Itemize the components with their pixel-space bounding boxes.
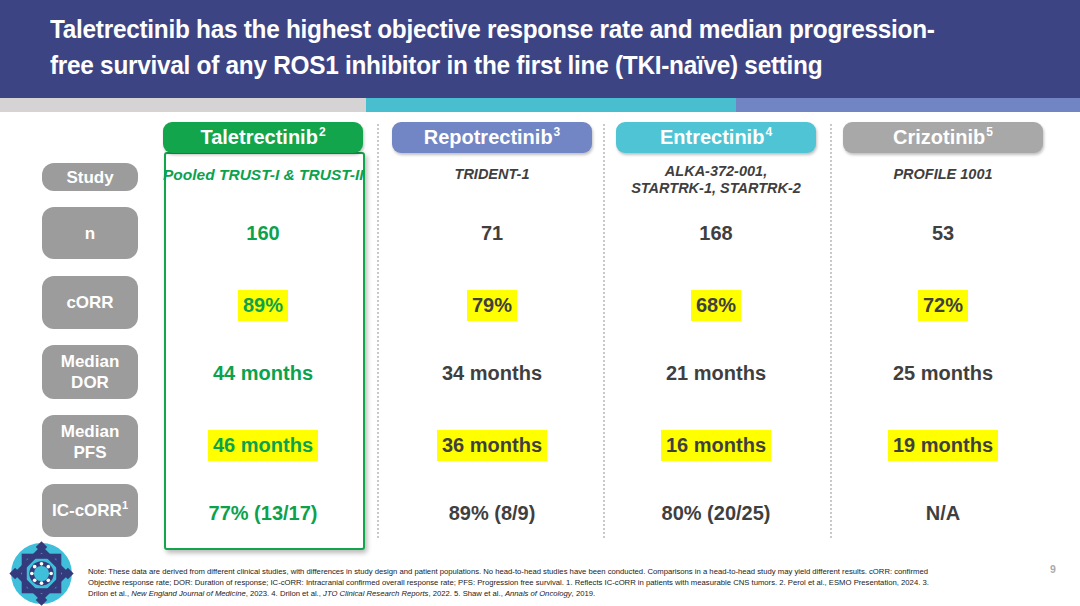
column-header-taletrectinib: Taletrectinib2: [163, 122, 363, 153]
cell-repotrectinib-dor: 34 months: [392, 360, 592, 386]
row-label-study: Study: [42, 163, 138, 191]
cell-crizotinib-dor: 25 months: [843, 360, 1043, 386]
cell-taletrectinib-corr: 89%: [163, 290, 363, 321]
slide-title-line1: Taletrectinib has the highest objective …: [50, 14, 935, 45]
cell-crizotinib-ic-corr: N/A: [843, 500, 1043, 526]
highlighted-value: 19 months: [888, 430, 998, 461]
slide: Taletrectinib has the highest objective …: [0, 0, 1080, 606]
column-separator: [603, 124, 605, 538]
cell-entrectinib-ic-corr: 80% (20/25): [616, 500, 816, 526]
cell-repotrectinib-pfs: 36 months: [392, 430, 592, 461]
highlighted-value: 68%: [691, 290, 741, 321]
row-label-corr: cORR: [42, 276, 138, 329]
column-separator: [377, 124, 379, 538]
cell-repotrectinib-n: 71: [392, 220, 592, 246]
page-number: 9: [1050, 563, 1056, 575]
slide-title-line2: free survival of any ROS1 inhibitor in t…: [50, 50, 822, 81]
column-header-repotrectinib: Repotrectinib3: [392, 122, 592, 153]
column-separator: [830, 124, 832, 538]
accent-stripe: [0, 98, 1080, 112]
highlighted-value: 36 months: [437, 430, 547, 461]
taletrectinib-highlight-box: [164, 152, 365, 550]
cell-entrectinib-corr: 68%: [616, 290, 816, 321]
cell-repotrectinib-ic-corr: 89% (8/9): [392, 500, 592, 526]
cell-repotrectinib-study: TRIDENT-1: [392, 166, 592, 183]
highlighted-value: 16 months: [661, 430, 771, 461]
cell-crizotinib-n: 53: [843, 220, 1043, 246]
row-label-n: n: [42, 207, 138, 259]
row-label-ic-corr: IC-cORR1: [42, 484, 138, 537]
column-header-entrectinib: Entrectinib4: [616, 122, 816, 153]
cell-entrectinib-n: 168: [616, 220, 816, 246]
geometric-star-logo-icon: [9, 541, 74, 606]
cell-entrectinib-study: ALKA-372-001, STARTRK-1, STARTRK-2: [616, 163, 816, 197]
cell-repotrectinib-corr: 79%: [392, 290, 592, 321]
cell-taletrectinib-ic-corr: 77% (13/17): [163, 500, 363, 526]
cell-crizotinib-corr: 72%: [843, 290, 1043, 321]
highlighted-value: 89%: [238, 290, 288, 321]
stripe-teal-segment: [366, 98, 736, 112]
row-label-median-dor: Median DOR: [42, 345, 138, 399]
highlighted-value: 72%: [918, 290, 968, 321]
highlighted-value: 46 months: [208, 430, 318, 461]
cell-taletrectinib-dor: 44 months: [163, 360, 363, 386]
cell-taletrectinib-pfs: 46 months: [163, 430, 363, 461]
cell-taletrectinib-n: 160: [163, 220, 363, 246]
cell-crizotinib-pfs: 19 months: [843, 430, 1043, 461]
title-banner: Taletrectinib has the highest objective …: [0, 0, 1080, 98]
footnote: Note: These data are derived from differ…: [88, 567, 950, 599]
highlighted-value: 79%: [467, 290, 517, 321]
row-label-median-pfs: Median PFS: [42, 415, 138, 469]
stripe-blue-segment: [736, 98, 1080, 112]
cell-crizotinib-study: PROFILE 1001: [843, 166, 1043, 183]
cell-entrectinib-pfs: 16 months: [616, 430, 816, 461]
cell-taletrectinib-study: Pooled TRUST-I & TRUST-II: [163, 166, 363, 183]
stripe-gray-segment: [0, 98, 366, 112]
cell-entrectinib-dor: 21 months: [616, 360, 816, 386]
column-header-crizotinib: Crizotinib5: [843, 122, 1043, 153]
